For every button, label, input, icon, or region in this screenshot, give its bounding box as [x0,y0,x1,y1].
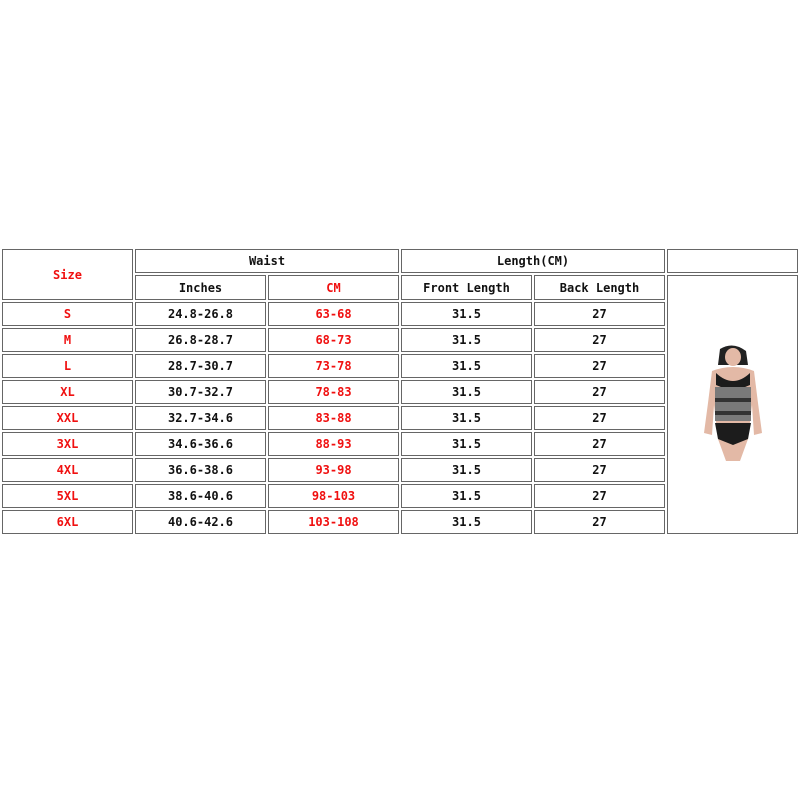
back-length-cell: 27 [534,432,665,456]
length-header: Length(CM) [401,249,665,273]
cm-cell: 63-68 [268,302,399,326]
cm-header: CM [268,275,399,300]
table-row: 5XL 38.6-40.6 98-103 31.5 27 [2,484,798,508]
size-cell: 4XL [2,458,133,482]
table-row: 4XL 36.6-38.6 93-98 31.5 27 [2,458,798,482]
back-length-cell: 27 [534,328,665,352]
table-row: XL 30.7-32.7 78-83 31.5 27 [2,380,798,404]
table-row: 6XL 40.6-42.6 103-108 31.5 27 [2,510,798,534]
back-length-cell: 27 [534,380,665,404]
front-length-cell: 31.5 [401,432,532,456]
inches-cell: 38.6-40.6 [135,484,266,508]
inches-cell: 40.6-42.6 [135,510,266,534]
header-row-2: Inches CM Front Length Back Length [2,275,798,534]
table-row: 3XL 34.6-36.6 88-93 31.5 27 [2,432,798,456]
inches-cell: 26.8-28.7 [135,328,266,352]
front-length-cell: 31.5 [401,354,532,378]
size-cell: 3XL [2,432,133,456]
size-cell: 6XL [2,510,133,534]
inches-cell: 24.8-26.8 [135,302,266,326]
cm-cell: 93-98 [268,458,399,482]
size-cell: XXL [2,406,133,430]
back-length-cell: 27 [534,458,665,482]
front-length-cell: 31.5 [401,328,532,352]
product-image-cell [667,275,798,534]
empty-header-cell [667,249,798,273]
front-length-cell: 31.5 [401,458,532,482]
back-length-cell: 27 [534,484,665,508]
table-row: S 24.8-26.8 63-68 31.5 27 [2,302,798,326]
cm-cell: 98-103 [268,484,399,508]
cm-cell: 68-73 [268,328,399,352]
size-cell: L [2,354,133,378]
inches-header: Inches [135,275,266,300]
size-cell: S [2,302,133,326]
size-header: Size [2,249,133,300]
table-row: M 26.8-28.7 68-73 31.5 27 [2,328,798,352]
front-length-cell: 31.5 [401,302,532,326]
back-length-cell: 27 [534,354,665,378]
back-length-cell: 27 [534,302,665,326]
back-length-header: Back Length [534,275,665,300]
front-length-cell: 31.5 [401,406,532,430]
cm-cell: 83-88 [268,406,399,430]
front-length-cell: 31.5 [401,380,532,404]
front-length-header: Front Length [401,275,532,300]
size-chart-table: Size Waist Length(CM) Inches CM Front Le… [0,247,800,536]
inches-cell: 36.6-38.6 [135,458,266,482]
size-cell: XL [2,380,133,404]
table-row: XXL 32.7-34.6 83-88 31.5 27 [2,406,798,430]
front-length-cell: 31.5 [401,484,532,508]
cm-cell: 103-108 [268,510,399,534]
waist-header: Waist [135,249,399,273]
product-image [703,345,762,461]
cm-cell: 78-83 [268,380,399,404]
inches-cell: 34.6-36.6 [135,432,266,456]
size-cell: M [2,328,133,352]
inches-cell: 32.7-34.6 [135,406,266,430]
table-row: L 28.7-30.7 73-78 31.5 27 [2,354,798,378]
inches-cell: 30.7-32.7 [135,380,266,404]
cm-cell: 88-93 [268,432,399,456]
back-length-cell: 27 [534,406,665,430]
cm-cell: 73-78 [268,354,399,378]
header-row-1: Size Waist Length(CM) [2,249,798,300]
front-length-cell: 31.5 [401,510,532,534]
back-length-cell: 27 [534,510,665,534]
size-cell: 5XL [2,484,133,508]
inches-cell: 28.7-30.7 [135,354,266,378]
